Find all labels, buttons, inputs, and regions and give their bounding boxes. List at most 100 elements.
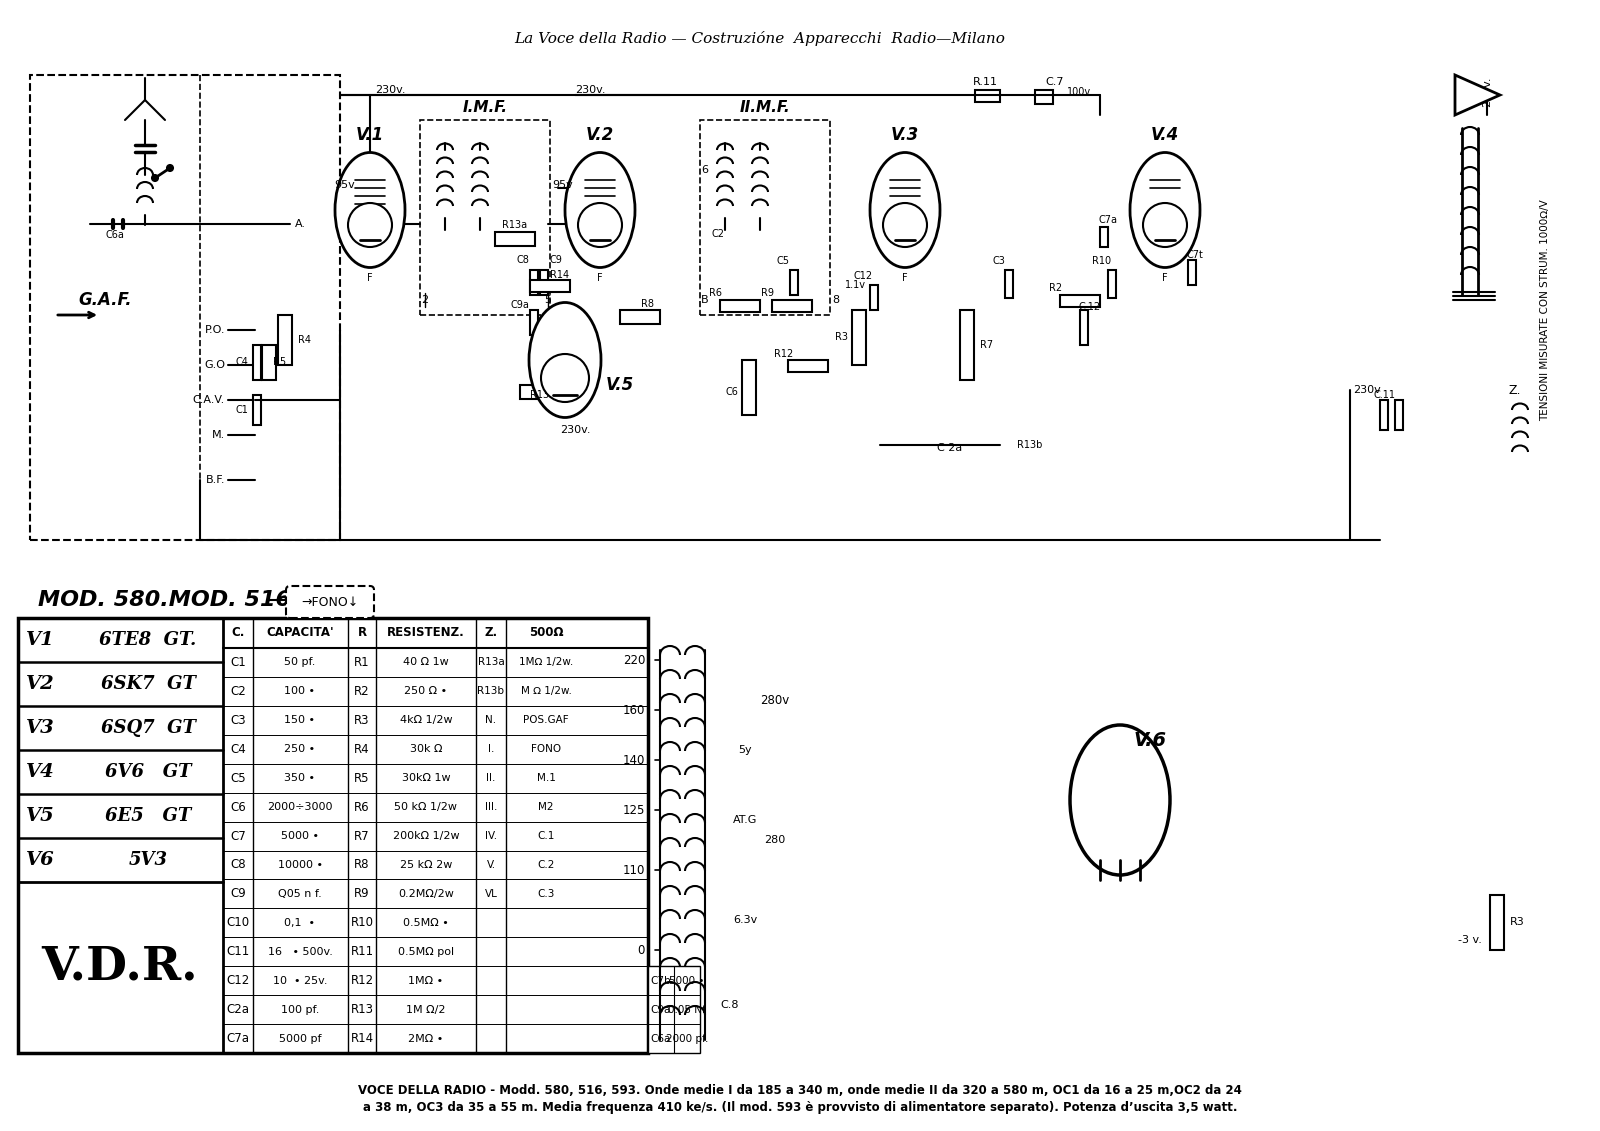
Text: 1M Ω/2: 1M Ω/2 — [406, 1004, 446, 1015]
Bar — [419, 120, 550, 316]
Text: VL: VL — [485, 889, 498, 899]
Bar — [1080, 310, 1088, 345]
Text: R11: R11 — [350, 946, 373, 958]
Text: 2000÷3000: 2000÷3000 — [267, 802, 333, 812]
Text: CAPACITA': CAPACITA' — [266, 627, 334, 639]
Text: 0.05 Nf: 0.05 Nf — [669, 1004, 706, 1015]
Text: C7: C7 — [230, 829, 246, 843]
Text: R13: R13 — [531, 390, 549, 400]
Text: V3: V3 — [26, 719, 54, 737]
Bar — [960, 310, 974, 380]
Text: R14: R14 — [350, 1031, 373, 1045]
Bar — [530, 280, 570, 292]
Text: a 38 m, OC3 da 35 a 55 m. Media frequenza 410 ke/s. (Il mod. 593 è provvisto di : a 38 m, OC3 da 35 a 55 m. Media frequenz… — [363, 1102, 1237, 1114]
Bar — [1395, 400, 1403, 430]
Text: 250 •: 250 • — [285, 744, 315, 754]
Text: 5000 •: 5000 • — [282, 831, 318, 841]
Text: C5: C5 — [776, 256, 789, 266]
Text: C6a: C6a — [106, 230, 125, 240]
Text: 5: 5 — [544, 295, 552, 305]
Text: I.M.F.: I.M.F. — [462, 101, 507, 115]
Text: C9: C9 — [549, 254, 563, 265]
Circle shape — [1142, 202, 1187, 247]
Text: C8: C8 — [517, 254, 530, 265]
Text: 280: 280 — [765, 835, 786, 845]
Text: 230v.: 230v. — [560, 425, 590, 435]
Text: 230v.: 230v. — [574, 85, 605, 95]
Text: R: R — [357, 627, 366, 639]
Text: B.F.: B.F. — [205, 475, 226, 485]
Text: R7: R7 — [354, 829, 370, 843]
Text: 10000 •: 10000 • — [277, 860, 323, 870]
Text: R13b: R13b — [477, 687, 504, 697]
Bar — [1101, 227, 1107, 247]
Text: C3: C3 — [230, 714, 246, 727]
Text: C 2a: C 2a — [938, 443, 963, 454]
Text: P.O.: P.O. — [205, 325, 226, 335]
Text: 4kΩ 1/2w: 4kΩ 1/2w — [400, 715, 453, 725]
Text: C1: C1 — [230, 656, 246, 668]
Text: →FONO↓: →FONO↓ — [301, 596, 358, 608]
Text: V4: V4 — [26, 763, 54, 782]
Text: R5: R5 — [354, 771, 370, 785]
Text: 150 •: 150 • — [285, 715, 315, 725]
Text: Z.: Z. — [485, 627, 498, 639]
Text: R4: R4 — [298, 335, 310, 345]
Text: V.5: V.5 — [606, 375, 634, 394]
Text: I.: I. — [488, 744, 494, 754]
Text: 100 •: 100 • — [285, 687, 315, 697]
Circle shape — [883, 202, 926, 247]
Text: RESISTENZ.: RESISTENZ. — [387, 627, 466, 639]
Text: G.O: G.O — [205, 360, 226, 370]
Text: 50 pf.: 50 pf. — [285, 657, 315, 667]
Bar — [520, 385, 560, 399]
Text: 50 kΩ 1/2w: 50 kΩ 1/2w — [395, 802, 458, 812]
Text: -3 v.: -3 v. — [1458, 935, 1482, 946]
Ellipse shape — [334, 153, 405, 268]
Text: 6TE8  GT.: 6TE8 GT. — [99, 631, 197, 649]
Text: TENSIONI MISURATE CON STRUM. 1000Ω/V: TENSIONI MISURATE CON STRUM. 1000Ω/V — [1539, 199, 1550, 421]
Text: POS.GAF: POS.GAF — [523, 715, 570, 725]
Text: R10: R10 — [1093, 256, 1112, 266]
Text: C10: C10 — [227, 916, 250, 930]
Text: R9: R9 — [354, 888, 370, 900]
Text: 220: 220 — [622, 654, 645, 666]
Bar — [530, 310, 538, 335]
Text: MOD. 580.MOD. 516: MOD. 580.MOD. 516 — [38, 590, 291, 610]
Text: R1: R1 — [354, 656, 370, 668]
Text: R2: R2 — [354, 685, 370, 698]
Text: R4: R4 — [354, 743, 370, 756]
Bar — [1490, 895, 1504, 950]
Ellipse shape — [870, 153, 941, 268]
Text: IV.: IV. — [485, 831, 498, 841]
Text: 6.3v: 6.3v — [733, 915, 757, 925]
Text: R9: R9 — [762, 288, 774, 297]
Text: 6E5   GT: 6E5 GT — [106, 808, 190, 824]
Text: R8: R8 — [354, 858, 370, 872]
Text: R13a: R13a — [502, 221, 528, 230]
Text: C9a: C9a — [510, 300, 530, 310]
Bar — [701, 120, 830, 316]
Text: 6V6   GT: 6V6 GT — [104, 763, 192, 782]
Text: R7: R7 — [979, 340, 994, 349]
Text: 210v.: 210v. — [1482, 77, 1491, 107]
Circle shape — [541, 354, 589, 402]
Text: C12: C12 — [853, 271, 872, 280]
Bar — [720, 300, 760, 312]
Bar — [742, 360, 757, 415]
Text: 160: 160 — [622, 703, 645, 717]
Polygon shape — [1454, 75, 1501, 115]
Bar — [974, 90, 1000, 102]
Text: 250 Ω •: 250 Ω • — [405, 687, 448, 697]
Text: V.3: V.3 — [891, 126, 918, 144]
Text: 140: 140 — [622, 753, 645, 767]
Text: A.: A. — [294, 219, 306, 228]
Text: 6SK7  GT: 6SK7 GT — [101, 675, 195, 693]
Text: C7a: C7a — [227, 1031, 250, 1045]
Text: B: B — [701, 295, 709, 305]
Text: V.1: V.1 — [355, 126, 384, 144]
Bar — [648, 966, 701, 1053]
FancyBboxPatch shape — [286, 586, 374, 618]
Text: R3: R3 — [1510, 917, 1525, 927]
Bar — [1059, 295, 1101, 307]
